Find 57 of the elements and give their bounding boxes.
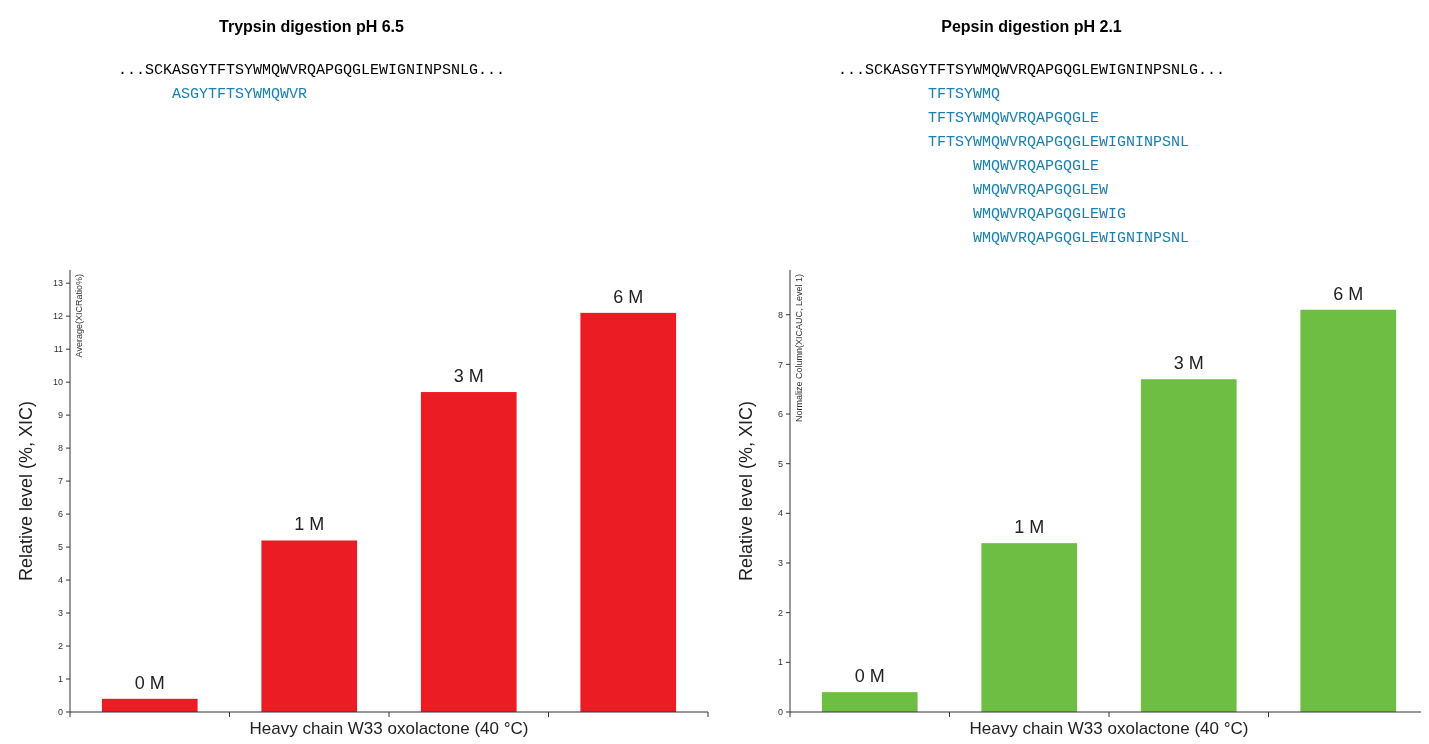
y-tick-label: 7 [777,359,783,370]
y-tick-label: 8 [777,309,783,320]
annotation: Average(XICRatio%) [74,274,84,358]
y-tick-label: 5 [777,458,783,469]
y-tick-label: 1 [777,657,783,668]
x-tick-label: 0 M [134,672,165,693]
text: ...SCKASGYTFTSYWMQWVRQAPGQGLEWIGNINPSNLG... [118,62,506,79]
y-tick-label: 5 [57,542,63,553]
y-tick-label: 4 [57,575,63,586]
text: WMQWVRQAPGQGLEWIGNINPSNL [973,230,1190,247]
bar [1300,309,1397,712]
annotation: Normalize Column(XICAUC, Level 1) [794,274,804,423]
bar [580,312,677,712]
y-tick-label: 6 [777,409,783,420]
x-tick-label: 3 M [453,366,484,387]
y-tick-label: 2 [57,641,63,652]
x-tick-label: 6 M [613,286,644,307]
x-tick-label: 1 M [294,514,325,535]
text: ASGYTFTSYWMQWVR [172,86,308,103]
y-tick-label: 4 [777,508,783,519]
y-tick-label: 3 [777,558,783,569]
y-tick-label: 1 [57,674,63,685]
chart-title: Pepsin digestion pH 2.1 [941,18,1122,35]
text: ...SCKASGYTFTSYWMQWVRQAPGQGLEWIGNINPSNLG... [838,62,1226,79]
y-axis-title: Relative level (%, XIC) [736,400,756,582]
bar [101,698,198,712]
text: WMQWVRQAPGQGLE [973,158,1100,175]
text: TFTSYWMQ [928,86,1001,103]
x-axis-title: Heavy chain W33 oxolactone (40 °C) [969,719,1249,738]
y-axis-title: Relative level (%, XIC) [16,400,36,582]
y-tick-label: 0 [57,707,63,718]
bar [981,543,1078,712]
y-tick-label: 12 [52,311,63,322]
bar [261,540,358,712]
text: WMQWVRQAPGQGLEWIG [973,206,1127,223]
y-tick-label: 11 [53,344,63,355]
x-tick-label: 1 M [1014,517,1045,538]
x-tick-label: 3 M [1173,353,1204,374]
chart-title: Trypsin digestion pH 6.5 [219,18,405,35]
y-tick-label: 3 [57,608,63,619]
x-tick-label: 6 M [1333,283,1364,304]
bar [1140,379,1237,712]
y-tick-label: 7 [57,476,63,487]
text: TFTSYWMQWVRQAPGQGLE [928,110,1100,127]
text: WMQWVRQAPGQGLEW [973,182,1109,199]
y-tick-label: 0 [777,707,783,718]
bar [420,392,517,712]
x-tick-label: 0 M [854,666,885,687]
y-tick-label: 13 [52,278,63,289]
y-tick-label: 6 [57,509,63,520]
text: TFTSYWMQWVRQAPGQGLEWIGNINPSNL [928,134,1190,151]
bar [821,692,918,712]
y-tick-label: 9 [57,410,63,421]
y-tick-label: 2 [777,607,783,618]
y-tick-label: 10 [52,377,63,388]
y-tick-label: 8 [57,443,63,454]
x-axis-title: Heavy chain W33 oxolactone (40 °C) [249,719,529,738]
